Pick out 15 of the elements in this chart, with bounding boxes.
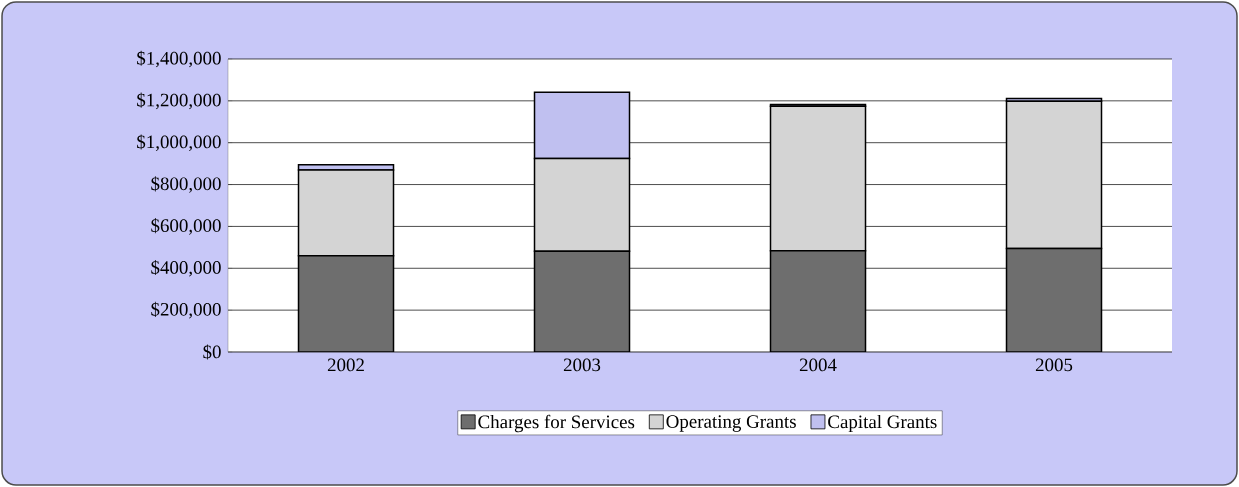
x-tick-label: 2005 — [1035, 358, 1073, 372]
y-tick-label: $1,200,000 — [137, 92, 221, 110]
x-tick-label: 2003 — [563, 358, 601, 372]
y-tick-label: $800,000 — [151, 176, 221, 193]
x-tick-label: 2004 — [799, 358, 837, 372]
y-tick-label: $0 — [203, 344, 221, 360]
x-tick-label: 2002 — [327, 358, 364, 372]
legend-label: Charges for Services — [478, 414, 635, 433]
y-tick-label: $1,400,000 — [137, 50, 221, 68]
legend-label: Operating Grants — [666, 415, 796, 432]
legend-label: Capital Grants — [828, 414, 937, 433]
y-tick-label: $400,000 — [151, 259, 221, 277]
y-tick-label: $200,000 — [151, 301, 221, 319]
y-tick-label: $600,000 — [151, 218, 221, 235]
y-tick-label: $1,000,000 — [137, 134, 221, 152]
